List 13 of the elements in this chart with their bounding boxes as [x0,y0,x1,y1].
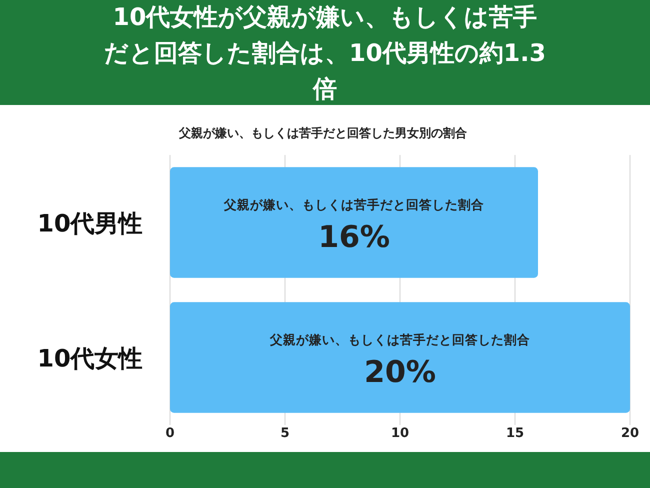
chart-title: 10代女性が父親が嫌い、もしくは苦手だと回答した割合は、10代男性の約1.3倍 [103,2,547,104]
data-label: 20% [364,354,436,390]
series-label: 父親が嫌い、もしくは苦手だと回答した割合 [223,197,484,212]
data-label: 16% [318,220,390,255]
y-tick-label: 10代女性 [37,344,143,372]
x-tick-label: 10 [390,426,410,441]
x-tick-label: 20 [620,426,640,441]
text: 父親が嫌い、もしくは苦手だと回答した割合 [270,332,530,348]
chart-subtitle: 父親が嫌い、もしくは苦手だと回答した男女別の割合 [178,126,468,140]
x-tick-label: 15 [506,426,524,441]
x-tick-label: 0 [165,426,175,441]
x-tick-label: 5 [280,426,290,441]
y-tick-label: 10代男性 [37,210,143,238]
